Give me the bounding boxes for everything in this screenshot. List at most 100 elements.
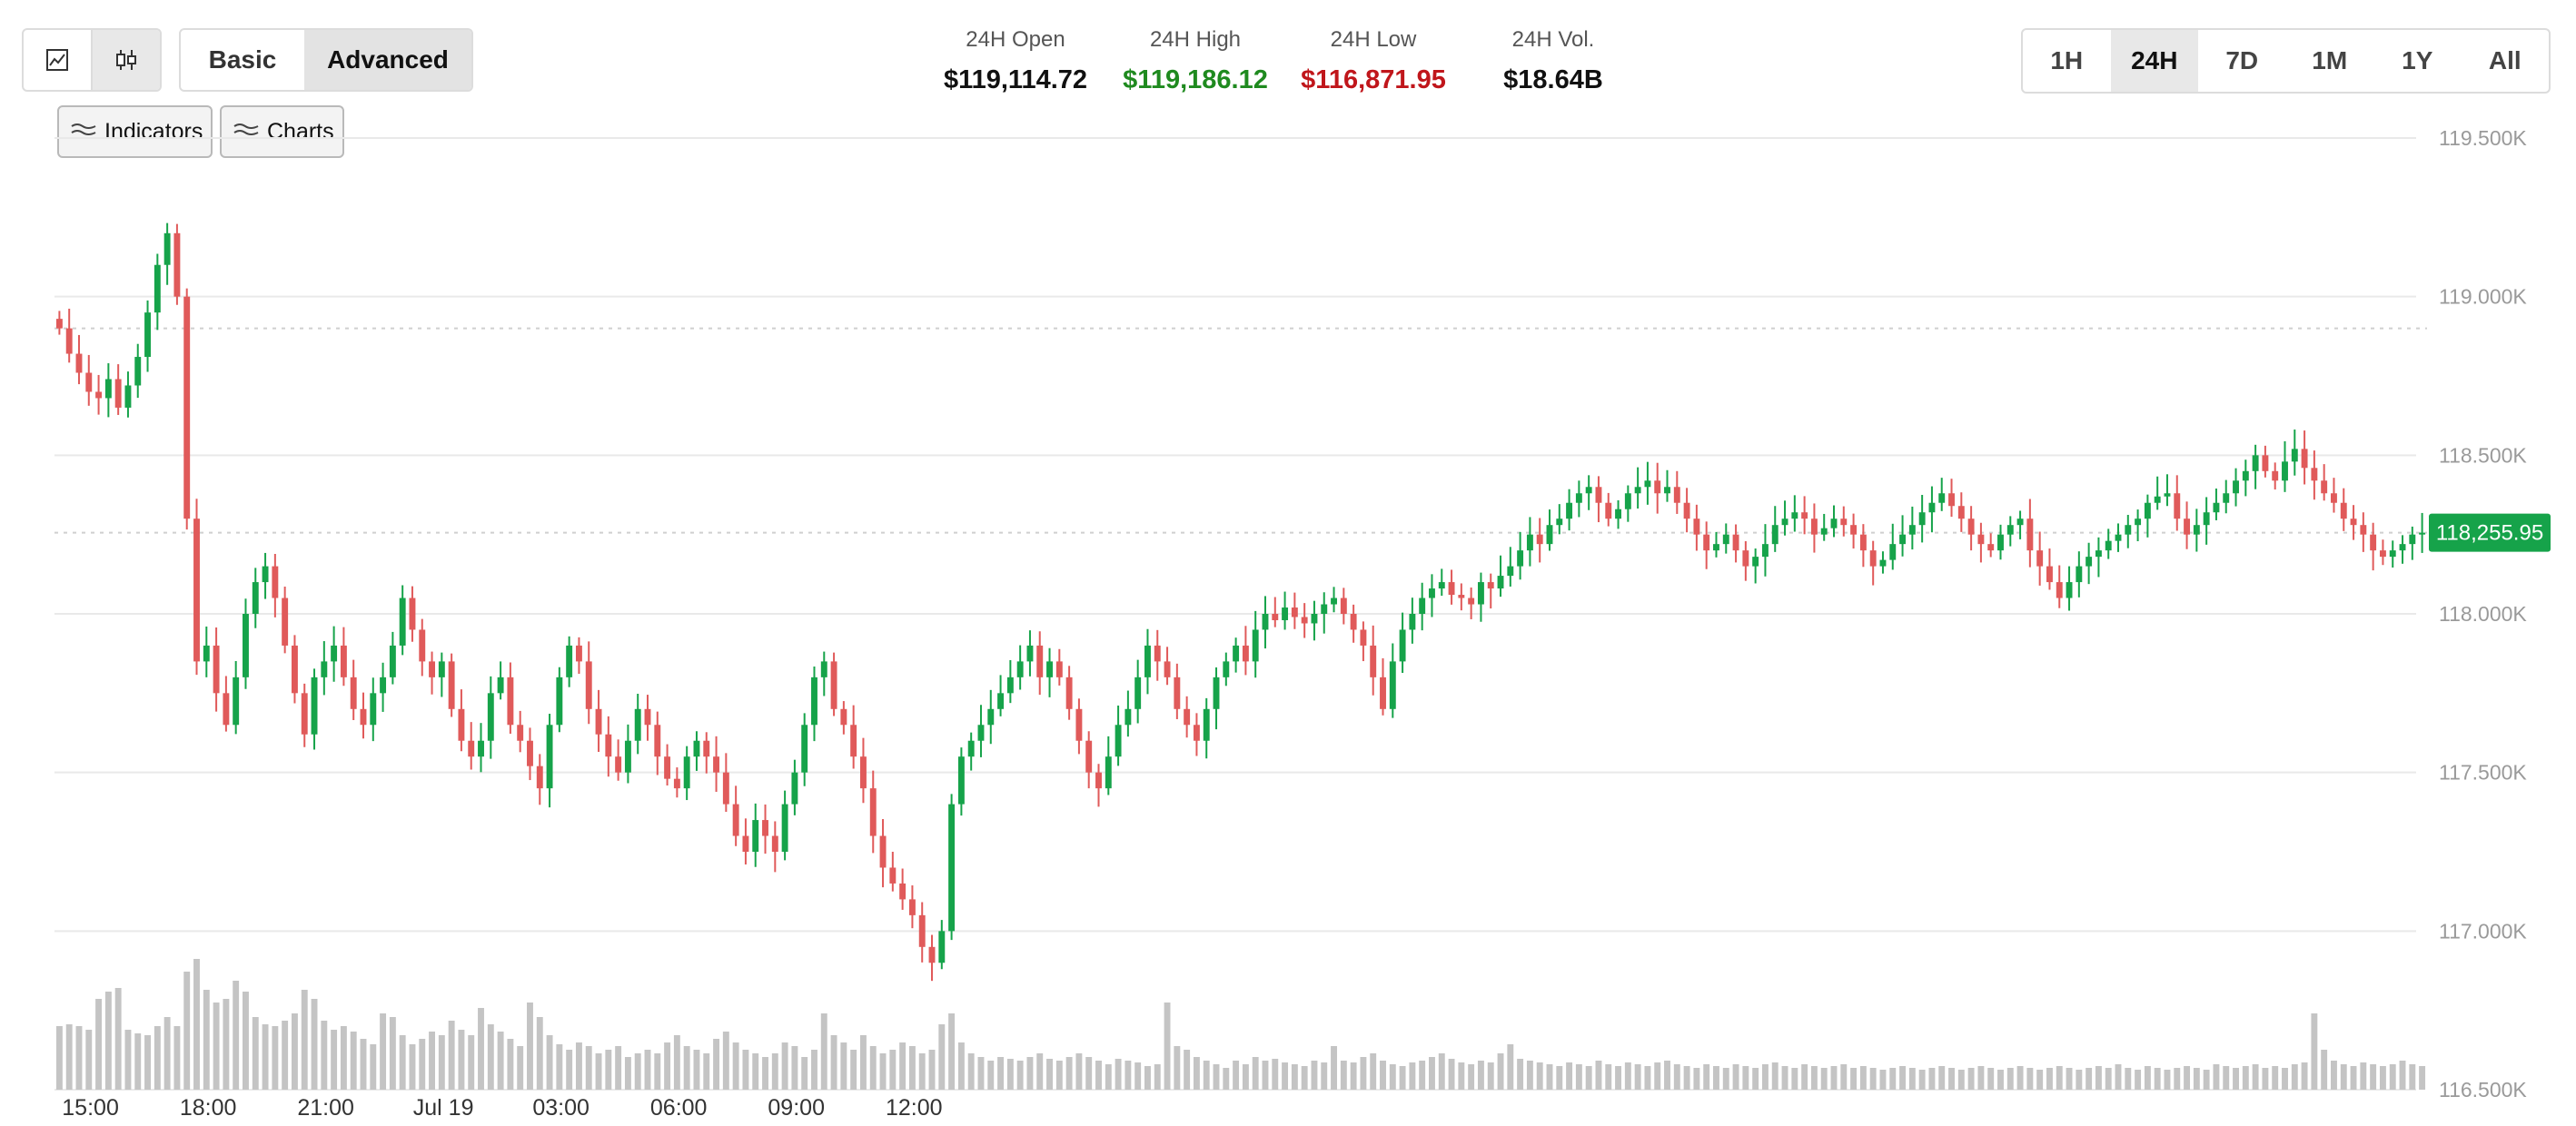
- basic-mode-button[interactable]: Basic: [208, 45, 277, 74]
- candle-body: [722, 772, 729, 805]
- candle-body: [1006, 677, 1014, 694]
- volume-bar: [262, 1024, 269, 1090]
- candle-body: [762, 820, 768, 836]
- current-price-tag: 118,255.95: [2429, 513, 2551, 552]
- y-tick-label: 118.000K: [2439, 602, 2527, 626]
- volume-bar: [1291, 1064, 1298, 1090]
- range-1h-button[interactable]: 1H: [2050, 46, 2084, 74]
- candle-body: [1233, 645, 1240, 662]
- volume-bar: [1065, 1057, 1073, 1090]
- volume-bar: [1595, 1061, 1602, 1090]
- candle-body: [1791, 512, 1798, 519]
- volume-bar: [762, 1057, 768, 1090]
- candle-body: [65, 328, 73, 354]
- line-chart-button[interactable]: [24, 30, 91, 90]
- volume-bar: [771, 1053, 778, 1090]
- charts-button[interactable]: Charts: [220, 105, 344, 158]
- advanced-mode-button[interactable]: Advanced: [304, 30, 471, 90]
- candlestick-chart-button[interactable]: [91, 30, 160, 90]
- volume-bar: [1556, 1066, 1563, 1090]
- volume-bar: [223, 999, 230, 1090]
- volume-bar: [1409, 1062, 1416, 1090]
- candle-body: [243, 614, 249, 677]
- volume-bar: [1957, 1070, 1965, 1090]
- range-all-button[interactable]: All: [2488, 46, 2522, 74]
- candle-body: [1957, 506, 1965, 519]
- volume-bar: [1771, 1062, 1778, 1090]
- volume-bar: [575, 1042, 582, 1090]
- candle-body: [1624, 493, 1631, 509]
- x-tick-label: 18:00: [180, 1095, 237, 1121]
- indicators-button[interactable]: Indicators: [57, 105, 213, 158]
- volume-bar: [1918, 1070, 1926, 1090]
- volume-bar: [2233, 1068, 2239, 1090]
- candle-body: [1830, 519, 1838, 528]
- volume-bar: [1781, 1066, 1788, 1090]
- candle-body: [908, 899, 916, 915]
- candle-body: [1517, 550, 1524, 567]
- range-24h-button[interactable]: 24H: [2110, 30, 2198, 92]
- volume-bar: [243, 992, 249, 1090]
- volume-bar: [1526, 1061, 1533, 1090]
- candle-body: [2301, 449, 2308, 469]
- volume-bar: [1184, 1050, 1191, 1090]
- candle-body: [380, 677, 387, 694]
- candle-body: [1262, 614, 1269, 630]
- candle-body: [370, 693, 377, 726]
- volume-bar: [1370, 1053, 1377, 1090]
- volume-bar: [487, 1024, 494, 1090]
- volume-bar: [95, 999, 103, 1090]
- volume-bar: [2223, 1066, 2230, 1090]
- candle-body: [1105, 756, 1112, 789]
- volume-bar: [664, 1042, 671, 1090]
- candle-body: [1154, 645, 1161, 662]
- volume-bar: [1399, 1066, 1406, 1090]
- volume-bar: [1321, 1062, 1328, 1090]
- candle-body: [2006, 525, 2014, 535]
- volume-bar: [1105, 1064, 1112, 1090]
- x-tick-label: 21:00: [297, 1095, 354, 1121]
- volume-bar: [2144, 1066, 2151, 1090]
- range-7d-button[interactable]: 7D: [2225, 46, 2259, 74]
- range-1m-button[interactable]: 1M: [2312, 46, 2348, 74]
- volume-bar: [1487, 1062, 1494, 1090]
- volume-bar: [2026, 1068, 2034, 1090]
- volume-bar: [134, 1033, 142, 1090]
- volume-bar: [928, 1050, 936, 1090]
- volume-bar: [1566, 1062, 1573, 1090]
- candle-body: [1321, 604, 1328, 614]
- candle-body: [811, 677, 817, 726]
- candle-body: [1399, 629, 1406, 662]
- candle-body: [830, 661, 837, 709]
- volume-bar: [1536, 1062, 1543, 1090]
- volume-bar: [1350, 1062, 1357, 1090]
- volume-bar: [1624, 1062, 1631, 1090]
- volume-bar: [419, 1039, 426, 1090]
- volume-bar: [546, 1035, 553, 1090]
- candle-body: [634, 708, 641, 741]
- volume-bar: [1046, 1059, 1053, 1090]
- x-tick-label: 09:00: [768, 1095, 825, 1121]
- volume-bar: [478, 1008, 484, 1090]
- range-1y-button[interactable]: 1Y: [2402, 46, 2433, 74]
- volume-bar: [1331, 1046, 1337, 1090]
- volume-bar: [272, 1026, 279, 1090]
- candle-body: [2076, 566, 2083, 583]
- volume-bar: [1810, 1066, 1818, 1090]
- candle-body: [2223, 493, 2230, 503]
- candle-body: [2105, 540, 2112, 551]
- volume-bar: [409, 1044, 416, 1090]
- candle-body: [2252, 455, 2259, 471]
- candle-body: [2321, 480, 2328, 494]
- volume-bar: [1859, 1066, 1867, 1090]
- volume-bar: [948, 1013, 956, 1090]
- candle-body: [1859, 534, 1867, 551]
- candle-body: [173, 232, 181, 297]
- volume-bar: [163, 1017, 171, 1090]
- candle-body: [928, 946, 936, 963]
- candle-body: [507, 677, 514, 726]
- volume-bar: [1908, 1068, 1916, 1090]
- volume-bar: [380, 1013, 387, 1090]
- candle-body: [899, 883, 907, 900]
